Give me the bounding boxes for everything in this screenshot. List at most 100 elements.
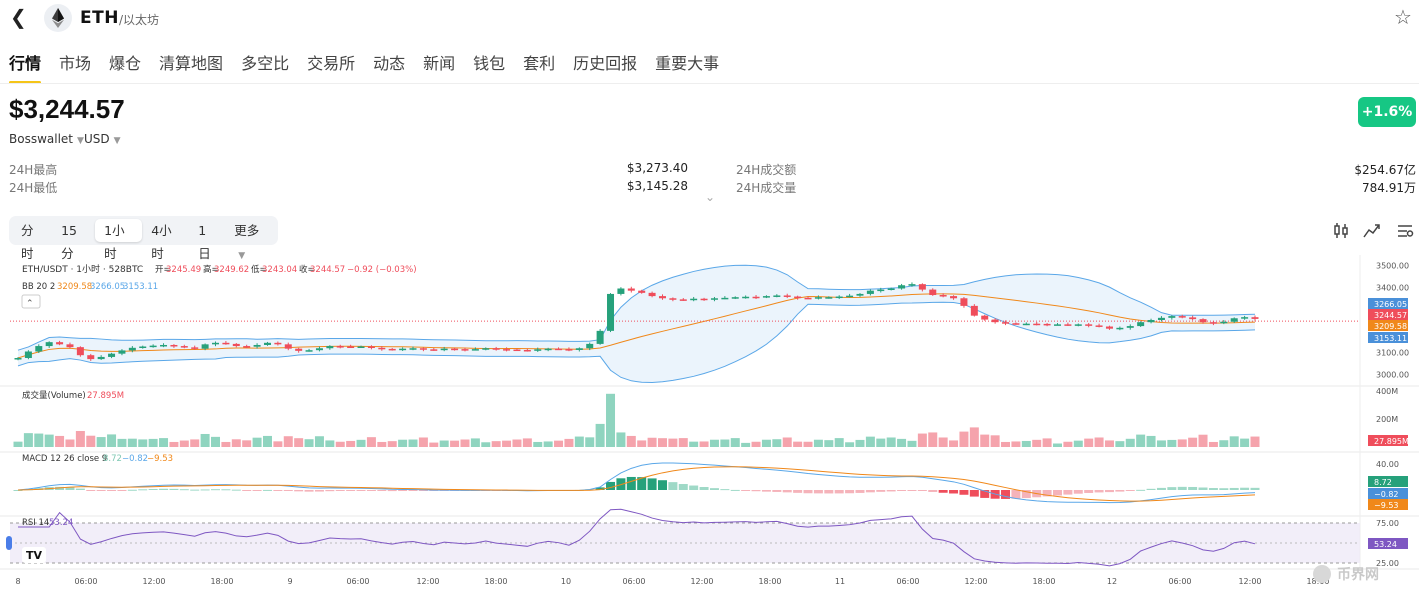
volume-bar [512, 439, 522, 447]
candlestick-icon[interactable] [1332, 222, 1350, 244]
volume-bar [1042, 438, 1052, 447]
time-axis-tick: 06:00 [896, 577, 919, 586]
price-axis-tick: 3000.00 [1376, 370, 1409, 379]
time-axis-tick: 18:00 [758, 577, 781, 586]
price-chart[interactable]: ETH/USDT · 1小时 · 528BTC 开=3245.49 高=3249.6… [0, 255, 1419, 601]
volume-bar [439, 440, 449, 447]
candle-body [690, 298, 698, 301]
candle-body [212, 342, 220, 345]
macd-tag-1: 8.72 [1374, 478, 1392, 487]
coin-name: /以太坊 [119, 13, 160, 27]
macd-hist-bar [897, 490, 907, 491]
back-button[interactable]: ❮ [10, 6, 30, 28]
candle-body [1168, 316, 1176, 318]
exchange-select[interactable]: Bosswallet ▼ [9, 132, 84, 146]
candle-body [1126, 326, 1134, 328]
candle-body [710, 298, 718, 300]
macd-hist-bar [813, 490, 823, 494]
macd-tag-1-bg [1368, 476, 1408, 487]
candle-body [638, 290, 646, 293]
candle-body [128, 347, 136, 351]
volume-bar [761, 439, 771, 447]
volume-bar [969, 427, 979, 447]
volume-bar [678, 438, 688, 447]
tab-10[interactable]: 历史回报 [573, 54, 638, 73]
tabs-divider [0, 83, 1419, 84]
tab-0[interactable]: 行情 [9, 50, 42, 84]
candle-body [1085, 324, 1093, 326]
volume-bar [34, 433, 44, 447]
time-axis-tick: 8 [15, 577, 20, 586]
bb-mid-line [17, 293, 1256, 359]
tab-1[interactable]: 市场 [59, 54, 92, 73]
volume-bar [1052, 443, 1062, 447]
volume-bar [169, 441, 179, 447]
candle-body [1137, 322, 1145, 327]
candle-body [596, 330, 604, 344]
macd-hist-bar [1146, 488, 1156, 490]
macd-hist-bar [148, 488, 158, 490]
interval-1[interactable]: 15分 [61, 223, 77, 261]
macd-hist-bar [949, 490, 959, 494]
tab-3[interactable]: 清算地图 [159, 54, 224, 73]
price-axis-tick: 3500.00 [1376, 262, 1409, 271]
currency-select[interactable]: USD ▼ [84, 132, 121, 146]
tab-6[interactable]: 动态 [373, 54, 406, 73]
macd-hist-bar [398, 490, 408, 492]
settings-icon[interactable] [1396, 222, 1414, 244]
tab-8[interactable]: 钱包 [473, 54, 506, 73]
volume-bar [65, 439, 75, 447]
interval-3[interactable]: 4小时 [151, 223, 172, 261]
rsi-line [18, 508, 1256, 567]
interval-4[interactable]: 1日 [198, 223, 211, 261]
tab-5[interactable]: 交易所 [307, 54, 356, 73]
volume-bar [782, 437, 792, 447]
candle-body [451, 348, 459, 351]
volume-bar [813, 439, 823, 447]
stat-high-value: $3,273.40 [626, 161, 688, 175]
watermark-logo [1313, 565, 1331, 583]
macd-hist-bar [252, 490, 262, 491]
volume-bar [96, 437, 106, 447]
tab-4[interactable]: 多空比 [241, 54, 290, 73]
tab-7[interactable]: 新闻 [423, 54, 456, 73]
tab-9[interactable]: 套利 [523, 54, 556, 73]
macd-hist-bar [730, 489, 740, 491]
volume-bar [1001, 441, 1011, 447]
candle-body [305, 350, 313, 352]
macd-hist-bar [262, 489, 272, 491]
volume-bar [907, 440, 917, 447]
tab-11[interactable]: 重要大事 [655, 54, 720, 73]
volume-bar [138, 439, 148, 447]
indicator-icon[interactable] [1363, 222, 1381, 244]
macd-hist-bar [938, 490, 948, 493]
interval-0[interactable]: 分时 [21, 223, 34, 261]
macd-hist-bar [1229, 487, 1239, 490]
macd-hist-bar [1188, 486, 1198, 490]
macd-hist-bar [969, 490, 979, 497]
macd-hist-bar [1198, 487, 1208, 490]
favorite-button[interactable]: ☆ [1394, 5, 1412, 29]
candle-body [253, 344, 261, 347]
candle-body [409, 348, 417, 350]
candle-body [180, 346, 188, 348]
volume-bar [751, 441, 761, 447]
time-axis-tick: 12 [1107, 577, 1117, 586]
candle-body [960, 298, 968, 306]
candle-body [981, 315, 989, 320]
candle-body [544, 348, 552, 351]
macd-hist-bar [1240, 487, 1250, 490]
candle-body [575, 348, 583, 350]
interval-5[interactable]: 更多▼ [234, 223, 260, 261]
volume-bar [481, 442, 491, 447]
candle-body [1209, 322, 1217, 324]
tab-2[interactable]: 爆仓 [109, 54, 142, 73]
interval-2[interactable]: 1小时 [95, 219, 143, 261]
caret-down-icon: ▼ [238, 251, 246, 261]
volume-bar [304, 439, 314, 447]
candle-body [315, 348, 323, 351]
volume-bar [606, 393, 616, 447]
expand-stats-button[interactable]: ⌄ [705, 190, 715, 204]
macd-hist-bar [1167, 487, 1177, 490]
ohlc-low-label: 低= [251, 264, 267, 275]
